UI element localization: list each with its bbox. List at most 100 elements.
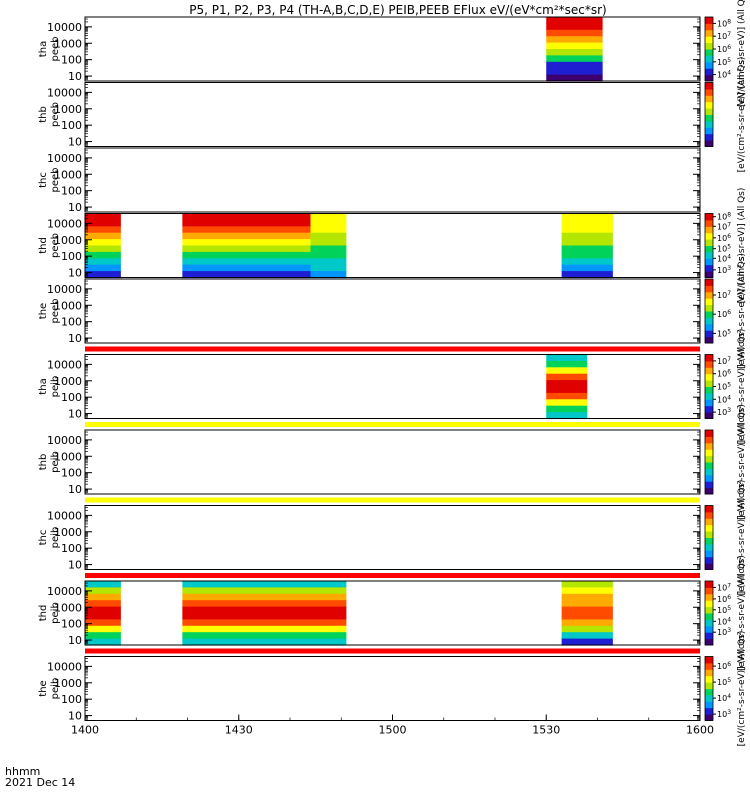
colorbar-tick-label: 103	[717, 407, 731, 417]
colorbar-swatch	[705, 311, 713, 318]
colorbar-swatch	[705, 61, 713, 69]
y-tick-label: 10	[68, 267, 82, 280]
colorbar: 107 106 105 104 103 [eV/(cm²-s-sr-eV)] (All Q…	[704, 329, 747, 444]
colorbar-swatch	[705, 258, 713, 266]
y-tick-label: 10	[68, 201, 82, 214]
y-tick-label: 10000	[47, 21, 82, 34]
spectrogram-cell	[85, 232, 121, 240]
spectrogram-cell	[182, 600, 347, 608]
spectrogram-cell	[85, 219, 121, 227]
y-tick-label: 100	[61, 185, 82, 198]
colorbar-swatch	[705, 442, 713, 450]
panel-probe-label: thd	[38, 605, 49, 622]
panel-frame	[84, 82, 701, 147]
colorbar-tick-label: 104	[717, 70, 731, 80]
spectrogram-cell	[85, 271, 121, 279]
colorbar-swatch	[705, 298, 713, 306]
spectrogram-cell	[561, 264, 613, 272]
spectrogram-cell	[546, 23, 603, 31]
colorbar-swatch	[705, 114, 713, 122]
spectrogram-cell	[561, 219, 613, 227]
spectrogram-cell	[310, 219, 347, 227]
panel-frame	[84, 16, 701, 82]
colorbar-tick-label: 106	[717, 233, 731, 243]
y-tick-label: 1000	[54, 526, 82, 539]
spectrogram-cell	[546, 61, 603, 69]
colorbar-swatch	[705, 226, 713, 234]
colorbar-frame	[704, 580, 714, 646]
colorbar-swatch	[705, 563, 713, 570]
y-tick-label: 1000	[54, 375, 82, 388]
colorbar-tick-label: 103	[717, 627, 731, 637]
spectrogram-cell	[182, 213, 311, 221]
spectrogram-cell	[561, 593, 613, 601]
panel-product-label: peeb	[50, 299, 61, 324]
colorbar-tick-label: 105	[717, 57, 731, 67]
panel-probe-label: thb	[38, 454, 49, 471]
colorbar-tick-label: 104	[717, 253, 731, 263]
spectrogram-cell	[546, 17, 603, 24]
colorbar-swatch	[705, 537, 713, 545]
date-label: 2021 Dec 14	[5, 776, 75, 789]
panel-product-label: peib	[50, 678, 61, 700]
spectrogram-cell	[85, 239, 121, 247]
colorbar-swatch	[705, 323, 713, 331]
colorbar-tick-label: 106	[717, 44, 731, 54]
colorbar-frame	[704, 213, 714, 278]
colorbar-swatch	[705, 354, 713, 362]
colorbar-swatch	[705, 95, 713, 103]
colorbar-swatch	[705, 675, 713, 683]
y-tick-label: 10000	[47, 283, 82, 296]
x-tick-label: 1600	[686, 724, 714, 737]
spectrogram-cell	[182, 613, 347, 620]
colorbar-swatch	[705, 600, 713, 608]
colorbar-swatch	[705, 17, 713, 24]
spectrogram-cell	[546, 367, 588, 375]
y-tick-label: 10000	[47, 152, 82, 165]
spectrogram-cell	[546, 49, 603, 56]
panel-probe-label: the	[38, 303, 49, 319]
colorbar-label: [eV/(cm²-s-sr-eV)] (All Qs)	[737, 480, 747, 596]
colorbar-tick-label: 104	[717, 394, 731, 404]
panel-thc-peeb: 10 100 1000 10000 thc peeb	[38, 147, 701, 214]
colorbar-tick-label: 108	[717, 18, 731, 28]
spectrogram-cell	[310, 271, 347, 279]
spectrogram-cell	[546, 392, 588, 400]
spectrogram-cell	[85, 581, 121, 588]
colorbar-swatch	[705, 74, 713, 82]
panel-product-label: peeb	[50, 37, 61, 62]
spectrogram-cell	[546, 68, 603, 76]
colorbar-tick-label: 107	[717, 582, 731, 592]
colorbar-label: [eV/(cm²-s-sr-eV)] (All Qs)	[737, 555, 747, 671]
y-tick-label: 10000	[47, 660, 82, 673]
spectrogram-cell	[561, 213, 613, 221]
colorbar-swatch	[705, 455, 713, 463]
spectrogram-cell	[85, 258, 121, 266]
y-tick-label: 100	[61, 618, 82, 631]
panel-the-peeb: 10 100 1000 10000 the peeb 107 106 105 [eV/(cm²-s…	[38, 253, 747, 369]
spectrogram-cell	[546, 412, 588, 420]
y-tick-label: 100	[61, 391, 82, 404]
colorbar-swatch	[705, 336, 713, 344]
panel-probe-label: thb	[38, 106, 49, 123]
panel-probe-label: thc	[38, 530, 49, 546]
spectrogram-cell	[561, 251, 613, 259]
spectrogram-cell	[182, 258, 311, 266]
colorbar-swatch	[705, 239, 713, 246]
panel-product-label: peib	[50, 602, 61, 624]
colorbar-swatch	[705, 101, 713, 109]
spectrogram-cell	[182, 239, 311, 247]
spectrogram-cell	[182, 625, 347, 633]
colorbar-tick-label: 107	[717, 31, 731, 41]
colorbar-swatch	[705, 412, 713, 419]
colorbar-swatch	[705, 638, 713, 646]
spectrogram-cell	[561, 239, 613, 247]
colorbar-swatch	[705, 405, 713, 413]
colorbar-swatch	[705, 474, 713, 482]
colorbar-swatch	[705, 120, 713, 128]
colorbar-swatch	[705, 49, 713, 56]
spectrogram-cell	[182, 593, 347, 601]
panel-probe-label: thc	[38, 172, 49, 188]
spectrogram-cell	[85, 245, 121, 253]
